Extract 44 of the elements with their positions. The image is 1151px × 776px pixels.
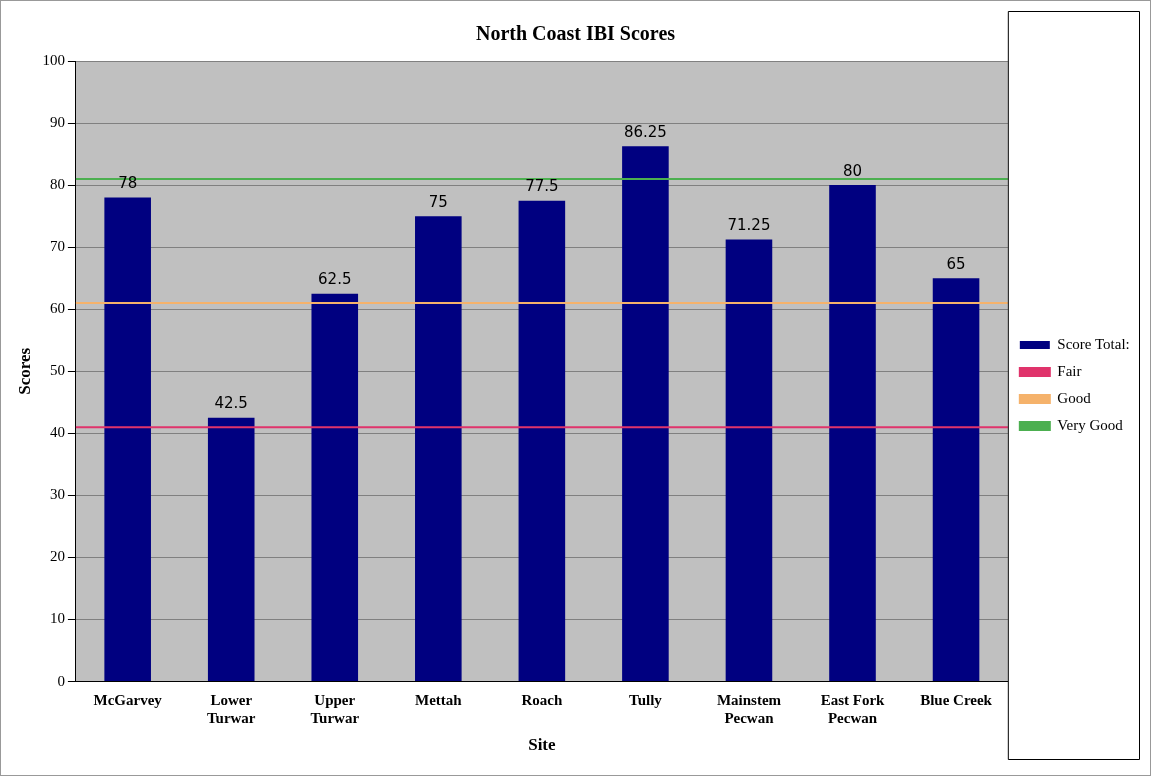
legend-label: Good <box>1057 389 1092 406</box>
bar <box>622 146 669 682</box>
y-tick-label: 60 <box>49 300 65 317</box>
bar <box>829 185 876 682</box>
y-tick-label: 80 <box>49 176 65 193</box>
y-tick-label: 10 <box>49 610 65 627</box>
y-tick-label: 100 <box>42 51 65 68</box>
x-tick-label: Mettah <box>414 692 463 709</box>
bar <box>725 239 773 682</box>
bar <box>207 417 255 682</box>
bar <box>415 216 462 682</box>
y-tick-label: 20 <box>49 548 65 565</box>
bar <box>932 278 980 682</box>
x-tick-label: Blue Creek <box>920 692 993 709</box>
data-label: 75 <box>428 192 448 211</box>
y-tick-label: 70 <box>49 238 65 255</box>
x-tick-label: Upper Turwar <box>310 692 360 727</box>
y-tick-label: 50 <box>49 362 65 379</box>
x-tick-label: East Fork Pecwan <box>820 692 886 727</box>
x-tick-label: Tully <box>629 692 663 709</box>
bar <box>311 293 359 682</box>
data-label: 86.25 <box>623 122 667 141</box>
x-tick-label: McGarvey <box>93 692 163 709</box>
x-tick-label: Mainstem Pecwan <box>716 692 782 727</box>
data-label: 65 <box>946 254 966 273</box>
data-label: 62.5 <box>318 270 352 289</box>
y-tick-label: 90 <box>49 114 65 130</box>
y-tick-label: 40 <box>49 424 65 441</box>
data-label: 77.5 <box>525 177 559 196</box>
data-label: 80 <box>842 161 863 180</box>
x-tick-label: Lower Turwar <box>206 692 256 727</box>
bar <box>518 200 566 682</box>
x-tick-label: Roach <box>521 692 563 709</box>
legend-label: Very Good <box>1057 416 1124 433</box>
legend-label: Fair <box>1057 362 1082 379</box>
x-axis-title: Site <box>528 735 556 755</box>
y-axis-title: Scores <box>14 347 34 395</box>
y-tick-label: 0 <box>57 672 65 689</box>
legend-label: Score Total: <box>1057 335 1130 352</box>
bar <box>104 197 151 682</box>
data-label: 42.5 <box>214 394 248 413</box>
chart-title: North Coast IBI Scores <box>475 22 676 45</box>
y-tick-label: 30 <box>49 486 65 503</box>
data-label: 71.25 <box>727 215 771 234</box>
